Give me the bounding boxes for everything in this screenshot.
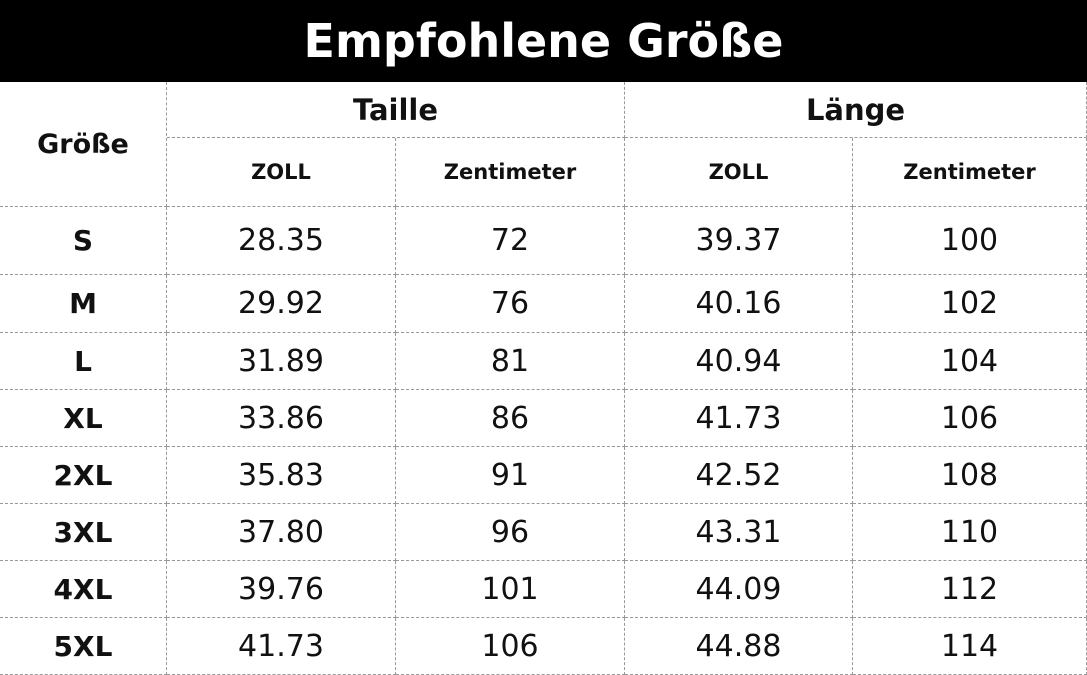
value-cell: 106 <box>853 390 1087 447</box>
value-cell: 40.94 <box>625 333 853 390</box>
group-header: Länge <box>625 82 1087 138</box>
unit-header: Zentimeter <box>853 138 1087 207</box>
value-cell: 100 <box>853 207 1087 275</box>
value-cell: 91 <box>396 447 625 504</box>
size-label: M <box>0 275 167 333</box>
value-cell: 106 <box>396 618 625 675</box>
value-cell: 72 <box>396 207 625 275</box>
value-cell: 41.73 <box>167 618 396 675</box>
value-cell: 29.92 <box>167 275 396 333</box>
value-cell: 101 <box>396 561 625 618</box>
unit-header: Zentimeter <box>396 138 625 207</box>
unit-header: ZOLL <box>167 138 396 207</box>
size-label: 2XL <box>0 447 167 504</box>
value-cell: 81 <box>396 333 625 390</box>
size-label: L <box>0 333 167 390</box>
size-label: 3XL <box>0 504 167 561</box>
size-label: S <box>0 207 167 275</box>
value-cell: 31.89 <box>167 333 396 390</box>
group-header: Taille <box>167 82 625 138</box>
value-cell: 44.88 <box>625 618 853 675</box>
value-cell: 43.31 <box>625 504 853 561</box>
value-cell: 114 <box>853 618 1087 675</box>
size-label: 4XL <box>0 561 167 618</box>
value-cell: 108 <box>853 447 1087 504</box>
value-cell: 37.80 <box>167 504 396 561</box>
value-cell: 110 <box>853 504 1087 561</box>
value-cell: 42.52 <box>625 447 853 504</box>
unit-header: ZOLL <box>625 138 853 207</box>
value-cell: 41.73 <box>625 390 853 447</box>
value-cell: 44.09 <box>625 561 853 618</box>
value-cell: 96 <box>396 504 625 561</box>
value-cell: 39.37 <box>625 207 853 275</box>
value-cell: 86 <box>396 390 625 447</box>
value-cell: 112 <box>853 561 1087 618</box>
size-label: XL <box>0 390 167 447</box>
value-cell: 28.35 <box>167 207 396 275</box>
value-cell: 35.83 <box>167 447 396 504</box>
value-cell: 76 <box>396 275 625 333</box>
size-header: Größe <box>0 82 167 207</box>
value-cell: 40.16 <box>625 275 853 333</box>
size-label: 5XL <box>0 618 167 675</box>
value-cell: 104 <box>853 333 1087 390</box>
title: Empfohlene Größe <box>0 0 1087 82</box>
value-cell: 39.76 <box>167 561 396 618</box>
value-cell: 33.86 <box>167 390 396 447</box>
value-cell: 102 <box>853 275 1087 333</box>
